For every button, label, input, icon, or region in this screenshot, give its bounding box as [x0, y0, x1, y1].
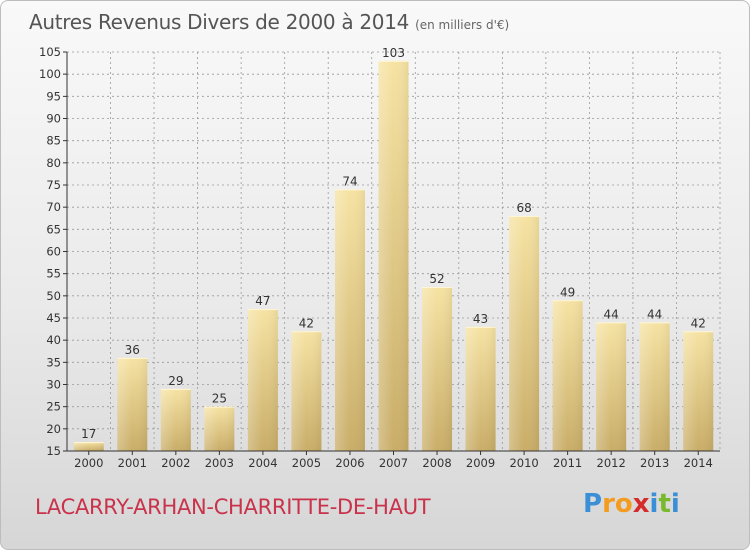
x-tick-label: 2009: [466, 456, 495, 470]
bar-value-label: 103: [382, 46, 405, 60]
y-tick-label: 35: [46, 355, 61, 369]
bar-shading: [160, 388, 191, 451]
y-tick-label: 95: [46, 89, 61, 103]
bar-value-label: 49: [560, 285, 575, 299]
bar-shading: [465, 326, 496, 451]
y-tick-label: 50: [46, 289, 61, 303]
labels: 15 20 25 30 35 40 45 50 55 60 65 70 75 80 85 90 95 100 105…: [39, 45, 713, 470]
bar-value-label: 36: [125, 343, 140, 357]
y-tick-label: 40: [46, 333, 61, 347]
bar-shading: [683, 331, 714, 451]
x-tick-label: 2006: [335, 456, 364, 470]
bar-value-label: 44: [647, 307, 662, 321]
x-tick-label: 2013: [640, 456, 669, 470]
bar-chart: 15 20 25 30 35 40 45 50 55 60 65 70 75 80 85 90 95 100 105…: [39, 45, 721, 470]
bar-value-label: 42: [299, 316, 314, 330]
axes: [63, 51, 720, 455]
logo-letter: x: [632, 489, 650, 519]
bar-shading: [204, 406, 235, 451]
bar-value-label: 42: [691, 316, 706, 330]
bar-value-label: 68: [516, 201, 531, 215]
logo-letter: P: [583, 489, 603, 519]
y-tick-label: 25: [46, 400, 61, 414]
bar-shading: [117, 357, 148, 451]
x-tick-label: 2005: [292, 456, 321, 470]
bar-value-label: 74: [342, 174, 357, 188]
y-tick-label: 85: [46, 134, 61, 148]
y-tick-label: 15: [46, 444, 61, 458]
logo-letter: i: [670, 489, 680, 519]
bar-shading: [334, 189, 365, 451]
logo-letter: t: [658, 489, 671, 519]
bar-value-label: 17: [81, 427, 96, 441]
bar-shading: [639, 322, 670, 451]
bar-value-label: 43: [473, 312, 488, 326]
y-tick-label: 20: [46, 422, 61, 436]
x-tick-label: 2014: [684, 456, 713, 470]
x-tick-label: 2012: [597, 456, 626, 470]
x-tick-label: 2010: [509, 456, 538, 470]
x-tick-label: 2008: [422, 456, 451, 470]
x-tick-label: 2001: [118, 456, 147, 470]
bar-shading: [247, 309, 278, 451]
y-tick-label: 60: [46, 245, 61, 259]
y-tick-label: 100: [39, 67, 61, 81]
bar-shading: [378, 60, 409, 451]
logo-letter: r: [602, 489, 615, 519]
bar-value-label: 52: [429, 272, 444, 286]
bar-shading: [422, 286, 453, 451]
y-tick-label: 75: [46, 178, 61, 192]
title-row: Autres Revenus Divers de 2000 à 2014 (en …: [29, 10, 509, 34]
place-name: LACARRY-ARHAN-CHARRITTE-DE-HAUT: [35, 495, 431, 519]
x-tick-label: 2007: [379, 456, 408, 470]
y-tick-label: 90: [46, 112, 61, 126]
chart-title: Autres Revenus Divers de 2000 à 2014: [29, 10, 410, 34]
bar-value-label: 44: [604, 307, 619, 321]
proxiti-logo[interactable]: Proxiti: [583, 489, 680, 519]
logo-letter: o: [614, 489, 633, 519]
bar-shading: [291, 331, 322, 451]
y-tick-label: 30: [46, 378, 61, 392]
y-tick-label: 65: [46, 222, 61, 236]
y-tick-label: 55: [46, 267, 61, 281]
x-tick-label: 2002: [161, 456, 190, 470]
y-tick-label: 80: [46, 156, 61, 170]
bar-value-label: 25: [212, 392, 227, 406]
y-tick-label: 45: [46, 311, 61, 325]
bars: [73, 60, 714, 451]
bar-shading: [73, 442, 104, 451]
bar-shading: [596, 322, 627, 451]
logo-letter: i: [649, 489, 659, 519]
bar-shading: [552, 300, 583, 451]
y-tick-label: 105: [39, 45, 61, 59]
bar-shading: [509, 216, 540, 451]
x-tick-label: 2004: [248, 456, 277, 470]
bar-value-label: 47: [255, 294, 270, 308]
chart-subtitle: (en milliers d'€): [415, 18, 510, 32]
x-tick-label: 2011: [553, 456, 582, 470]
x-tick-label: 2000: [74, 456, 103, 470]
x-tick-label: 2003: [205, 456, 234, 470]
bar-value-label: 29: [168, 374, 183, 388]
y-tick-label: 70: [46, 200, 61, 214]
